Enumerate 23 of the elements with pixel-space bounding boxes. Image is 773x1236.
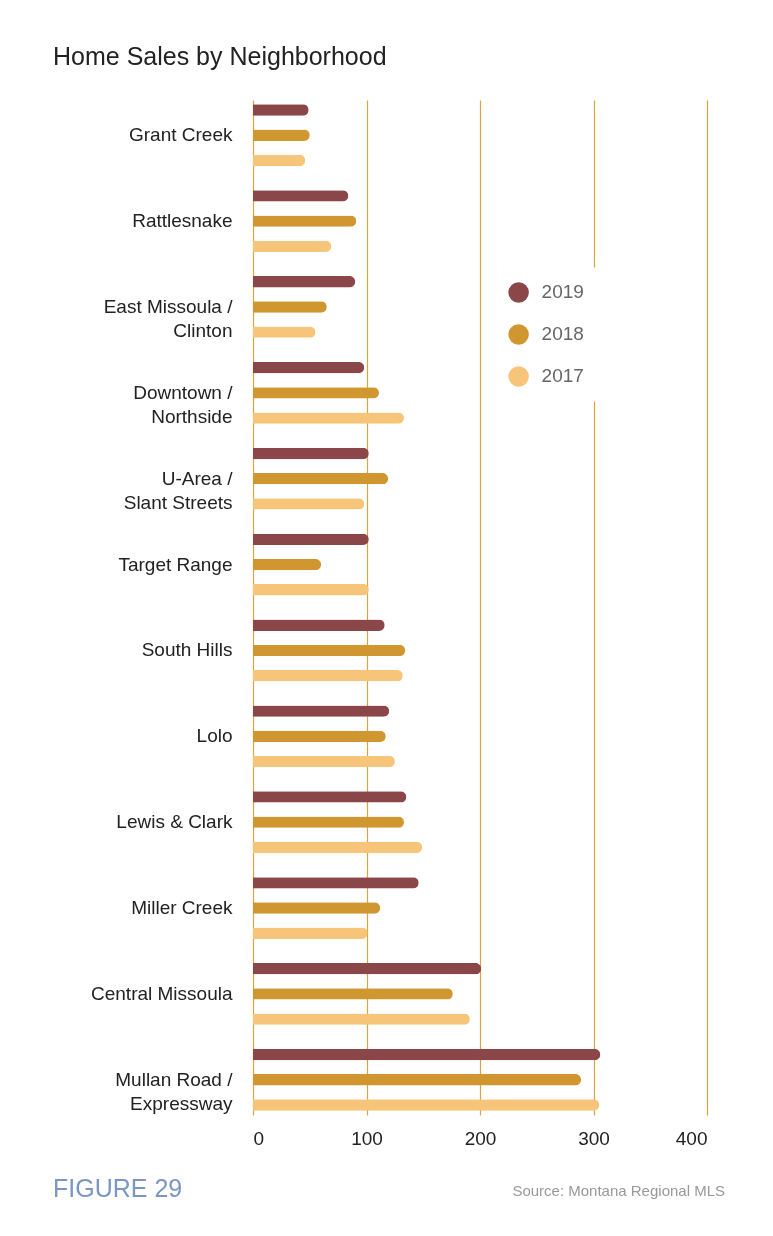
legend-label: 2017 (541, 365, 584, 387)
x-tick-label: 300 (578, 1127, 610, 1149)
caption: FIGURE 29 (53, 1174, 183, 1203)
legend-label: 2018 (541, 323, 584, 345)
y-tick-label: South Hills (141, 639, 233, 661)
y-tick-label: Lewis & Clark (116, 811, 233, 833)
y-tick-label: Miller Creek (131, 897, 233, 919)
legend-label: 2019 (541, 281, 584, 303)
y-tick-label: U-Area / Slant Streets (123, 467, 234, 513)
y-tick-label: Target Range (118, 553, 233, 575)
y-tick-label: Downtown / Northside (133, 381, 234, 427)
x-tick-label: 0 (253, 1127, 265, 1149)
chart-title: Home Sales by Neighborhood (53, 42, 387, 70)
source-note: Source: Montana Regional MLS (512, 1182, 725, 1199)
y-tick-label: East Missoula / Clinton (103, 295, 234, 341)
y-tick-label: Grant Creek (129, 124, 233, 146)
y-tick-label: Central Missoula (91, 982, 233, 1004)
y-tick-label: Lolo (196, 725, 233, 747)
x-tick-label: 100 (351, 1127, 383, 1149)
x-tick-label: 400 (675, 1127, 708, 1149)
x-tick-label: 200 (464, 1127, 497, 1149)
y-tick-label: Mullan Road / Expressway (115, 1068, 234, 1114)
y-tick-label: Rattlesnake (132, 210, 233, 232)
